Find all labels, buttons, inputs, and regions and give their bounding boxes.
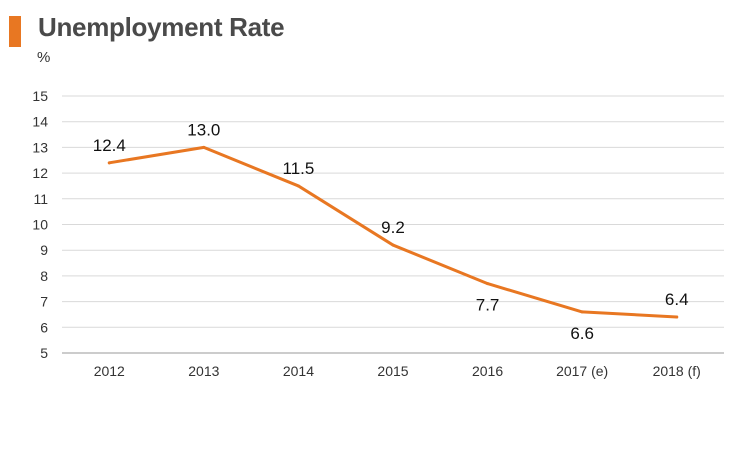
y-tick-label: 5 [40,345,48,361]
y-tick-label: 12 [32,165,48,181]
y-tick-label: 14 [32,114,48,130]
data-label: 6.4 [665,290,689,309]
x-tick-label: 2015 [377,363,408,379]
data-point [202,145,206,149]
data-point [296,184,300,188]
y-tick-label: 10 [32,217,48,233]
data-label: 9.2 [381,218,405,237]
data-point [107,161,111,165]
data-label: 13.0 [187,120,220,139]
x-tick-label: 2018 (f) [653,363,701,379]
x-tick-label: 2017 (e) [556,363,608,379]
y-axis-unit-label: % [37,49,51,66]
x-tick-label: 2014 [283,363,314,379]
y-tick-label: 9 [40,242,48,258]
y-tick-label: 15 [32,88,48,104]
data-point [391,243,395,247]
x-tick-label: 2016 [472,363,503,379]
data-label: 6.6 [570,324,594,343]
y-tick-label: 6 [40,319,48,335]
data-label: 12.4 [93,136,126,155]
data-point [675,315,679,319]
data-label-group: 12.4 13.0 11.5 9.2 7.7 6.6 6.4 [93,120,689,342]
y-tick-label: 8 [40,268,48,284]
x-tick-label: 2013 [188,363,219,379]
y-tick-label: 13 [32,139,48,155]
data-point [486,282,490,286]
x-tick-label: 2012 [94,363,125,379]
series-line-group [107,145,679,319]
y-tick-label: 11 [33,191,48,207]
chart-title: Unemployment Rate [38,12,285,42]
title-accent-bar [9,16,21,47]
y-axis-tick-labels: 5 6 7 8 9 10 11 12 13 14 15 [32,88,48,361]
data-label: 11.5 [283,159,315,178]
gridlines [62,95,724,354]
data-label: 7.7 [476,296,500,315]
data-point [580,310,584,314]
y-tick-label: 7 [40,294,48,310]
x-axis-tick-labels: 2012 2013 2014 2015 2016 2017 (e) 2018 (f) [94,363,701,379]
